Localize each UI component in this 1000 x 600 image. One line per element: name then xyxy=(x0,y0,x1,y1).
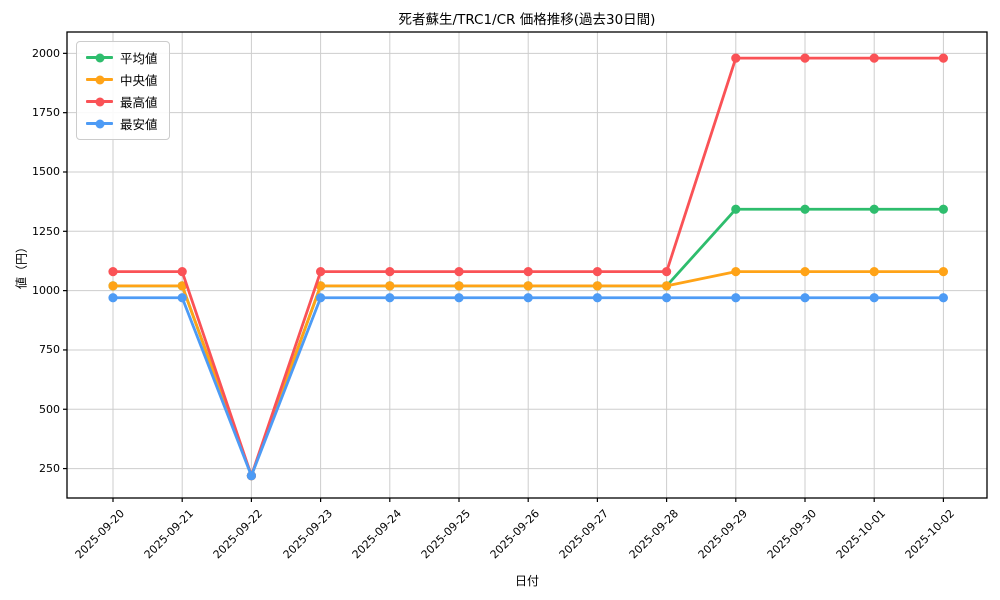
series-point-min xyxy=(454,293,464,303)
series-point-median xyxy=(316,281,326,291)
series-point-median xyxy=(869,267,879,277)
legend-label-min: 最安値 xyxy=(120,117,158,132)
legend-label-max: 最高値 xyxy=(120,95,158,110)
series-point-max xyxy=(800,53,810,63)
series-point-median xyxy=(108,281,118,291)
series-point-max xyxy=(454,267,464,277)
legend-marker-median-icon xyxy=(86,75,113,85)
series-point-min xyxy=(592,293,603,303)
series-point-min xyxy=(246,471,256,481)
legend-marker-max-icon xyxy=(86,97,113,107)
series-point-min xyxy=(108,293,118,303)
legend-item-average: 平均値 xyxy=(86,49,158,66)
series-point-average xyxy=(800,204,810,214)
series-point-median xyxy=(454,281,464,291)
y-tick-label: 1750 xyxy=(32,106,60,120)
legend-item-median: 中央値 xyxy=(86,71,158,88)
legend: 平均値中央値最高値最安値 xyxy=(76,41,170,140)
legend-marker-min-icon xyxy=(86,119,113,129)
series-point-max xyxy=(385,267,395,277)
legend-item-max: 最高値 xyxy=(86,93,158,110)
y-axis-label: 値（円） xyxy=(14,240,29,290)
series-point-max xyxy=(177,267,187,277)
series-point-min xyxy=(177,293,187,303)
y-tick-label: 2000 xyxy=(32,46,60,60)
series-point-max xyxy=(592,267,603,277)
series-point-min xyxy=(662,293,672,303)
series-point-max xyxy=(869,53,879,63)
series-point-average xyxy=(938,204,949,214)
series-point-min xyxy=(523,293,533,303)
y-tick-label: 750 xyxy=(39,343,60,357)
series-point-max xyxy=(731,53,741,63)
legend-item-min: 最安値 xyxy=(86,115,158,132)
y-tick-label: 1500 xyxy=(32,165,60,179)
legend-label-median: 中央値 xyxy=(120,73,158,88)
series-point-average xyxy=(731,204,741,214)
series-point-min xyxy=(385,293,395,303)
chart-title: 死者蘇生/TRC1/CR 価格推移(過去30日間) xyxy=(398,12,656,28)
y-tick-label: 500 xyxy=(39,402,60,416)
x-axis-label: 日付 xyxy=(514,574,539,588)
series-point-min xyxy=(316,293,326,303)
series-point-min xyxy=(731,293,741,303)
series-point-max xyxy=(316,267,326,277)
series-point-max xyxy=(108,267,118,277)
series-point-median xyxy=(592,281,603,291)
series-point-median xyxy=(731,267,741,277)
series-point-min xyxy=(800,293,810,303)
series-point-median xyxy=(523,281,533,291)
series-point-average xyxy=(869,204,879,214)
plot-border xyxy=(66,31,988,499)
series-point-max xyxy=(938,53,949,63)
y-tick-label: 1000 xyxy=(32,284,60,298)
y-tick-label: 1250 xyxy=(32,224,60,238)
y-tick-label: 250 xyxy=(39,462,60,476)
series-point-median xyxy=(938,267,949,277)
series-point-max xyxy=(523,267,533,277)
series-point-max xyxy=(662,267,672,277)
legend-label-average: 平均値 xyxy=(120,51,158,66)
series-point-min xyxy=(869,293,879,303)
series-point-median xyxy=(662,281,672,291)
series-point-median xyxy=(177,281,187,291)
series-point-median xyxy=(385,281,395,291)
series-point-min xyxy=(938,293,949,303)
legend-marker-average-icon xyxy=(86,53,113,63)
series-point-median xyxy=(800,267,810,277)
